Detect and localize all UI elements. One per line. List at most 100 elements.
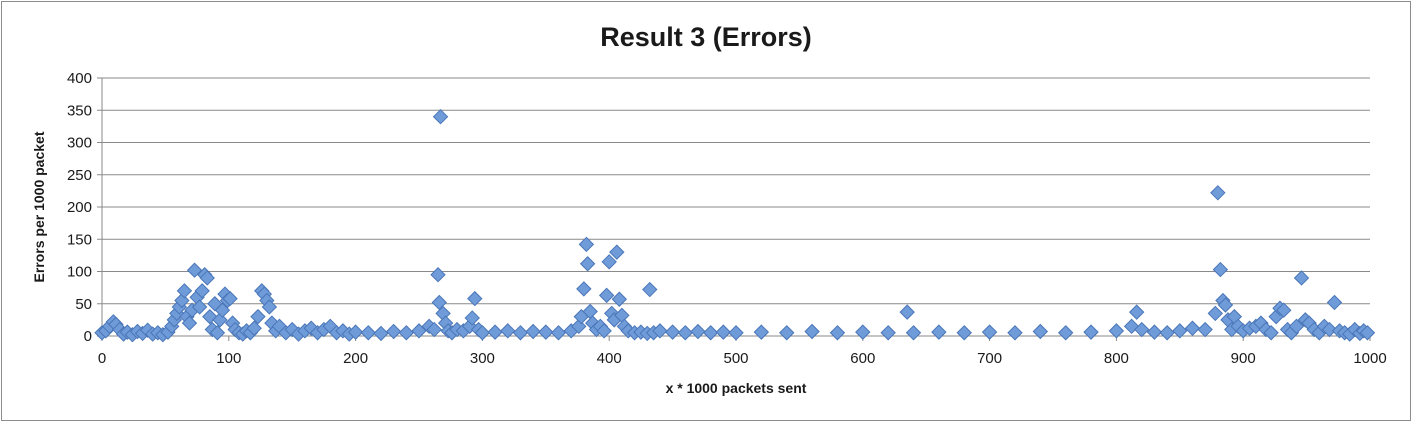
data-point (652, 323, 668, 339)
data-point (385, 323, 402, 340)
x-tick-label: 200 (343, 350, 368, 367)
y-tick-label: 300 (67, 135, 92, 152)
x-tick-label: 700 (977, 350, 1002, 367)
y-tick-label: 0 (84, 328, 92, 345)
data-point (1184, 320, 1201, 336)
data-point (467, 290, 483, 307)
x-tick-label: 500 (723, 350, 748, 367)
axes (97, 77, 1371, 341)
data-point (931, 324, 947, 340)
data-point (1083, 324, 1099, 340)
y-tick-label: 250 (67, 167, 92, 184)
x-tick-label: 1000 (1353, 350, 1386, 367)
data-point (715, 324, 732, 340)
data-point (1197, 321, 1213, 338)
data-point (1210, 185, 1226, 201)
data-point (464, 310, 480, 326)
data-point (512, 325, 529, 341)
x-tick-label: 0 (98, 350, 106, 367)
data-point (550, 325, 567, 341)
data-point (1207, 305, 1224, 322)
data-point (596, 323, 612, 339)
data-point (250, 308, 266, 325)
y-tick-label: 200 (67, 199, 92, 216)
data-point (1128, 304, 1145, 320)
data-point (1212, 261, 1229, 278)
data-point (176, 283, 193, 299)
data-points (94, 108, 1376, 343)
data-point (525, 323, 541, 340)
data-point (430, 267, 446, 283)
data-point (609, 244, 625, 260)
data-point (677, 325, 693, 341)
data-point (1007, 325, 1023, 341)
data-point (261, 299, 278, 315)
x-tick-label: 100 (216, 350, 241, 367)
data-point (576, 281, 592, 297)
data-point (1276, 302, 1292, 318)
data-point (1108, 323, 1125, 339)
data-point (199, 270, 215, 286)
data-point (598, 287, 615, 304)
chart-title: Result 3 (Errors) (600, 22, 812, 52)
data-point (1172, 323, 1188, 339)
data-point (804, 323, 820, 340)
data-point (981, 324, 998, 340)
data-point (1288, 318, 1305, 335)
data-point (1057, 325, 1074, 341)
data-point (728, 325, 744, 341)
data-point (1359, 325, 1376, 341)
data-point (431, 294, 447, 311)
data-point (432, 108, 449, 125)
data-point (347, 324, 364, 340)
data-point (1134, 321, 1150, 338)
data-point (191, 299, 208, 315)
data-point (360, 325, 376, 341)
data-point (880, 325, 896, 341)
data-point (487, 324, 503, 340)
data-point (779, 325, 795, 341)
data-point (899, 304, 915, 320)
x-tick-label: 600 (850, 350, 875, 367)
data-point (426, 321, 442, 338)
data-point (1032, 323, 1049, 340)
data-point (578, 236, 595, 253)
data-point (1326, 294, 1343, 311)
data-point (246, 320, 262, 336)
x-tick-label: 300 (470, 350, 495, 367)
data-point (373, 325, 389, 342)
data-point (1159, 325, 1175, 341)
data-point (642, 281, 658, 298)
data-point (611, 291, 628, 307)
data-point (181, 315, 198, 331)
x-tick-label: 900 (1231, 350, 1256, 367)
data-point (474, 325, 491, 341)
data-point (855, 324, 871, 340)
y-tick-labels: 0 50 100 150 200 250 300 350 400 (67, 70, 92, 345)
data-point (1263, 325, 1279, 341)
data-point (829, 325, 846, 341)
data-point (500, 323, 516, 339)
x-tick-labels: 0 100 200 300 400 500 600 700 800 900 1000 (98, 350, 1387, 367)
x-tick-label: 800 (1104, 350, 1129, 367)
data-point (579, 256, 596, 272)
x-tick-label: 400 (597, 350, 622, 367)
y-tick-label: 150 (67, 231, 92, 248)
data-point (209, 325, 226, 341)
y-tick-label: 50 (75, 296, 92, 313)
data-point (1217, 297, 1234, 313)
data-point (1321, 321, 1338, 338)
data-point (664, 324, 681, 340)
data-point (1146, 324, 1163, 340)
y-tick-label: 400 (67, 70, 92, 87)
data-point (601, 254, 617, 270)
data-point (702, 325, 719, 341)
data-point (214, 302, 231, 318)
data-point (690, 323, 706, 340)
data-point (398, 325, 415, 341)
data-point (905, 325, 922, 341)
gridlines (102, 77, 1370, 305)
y-axis-label: Errors per 1000 packet (31, 131, 47, 282)
